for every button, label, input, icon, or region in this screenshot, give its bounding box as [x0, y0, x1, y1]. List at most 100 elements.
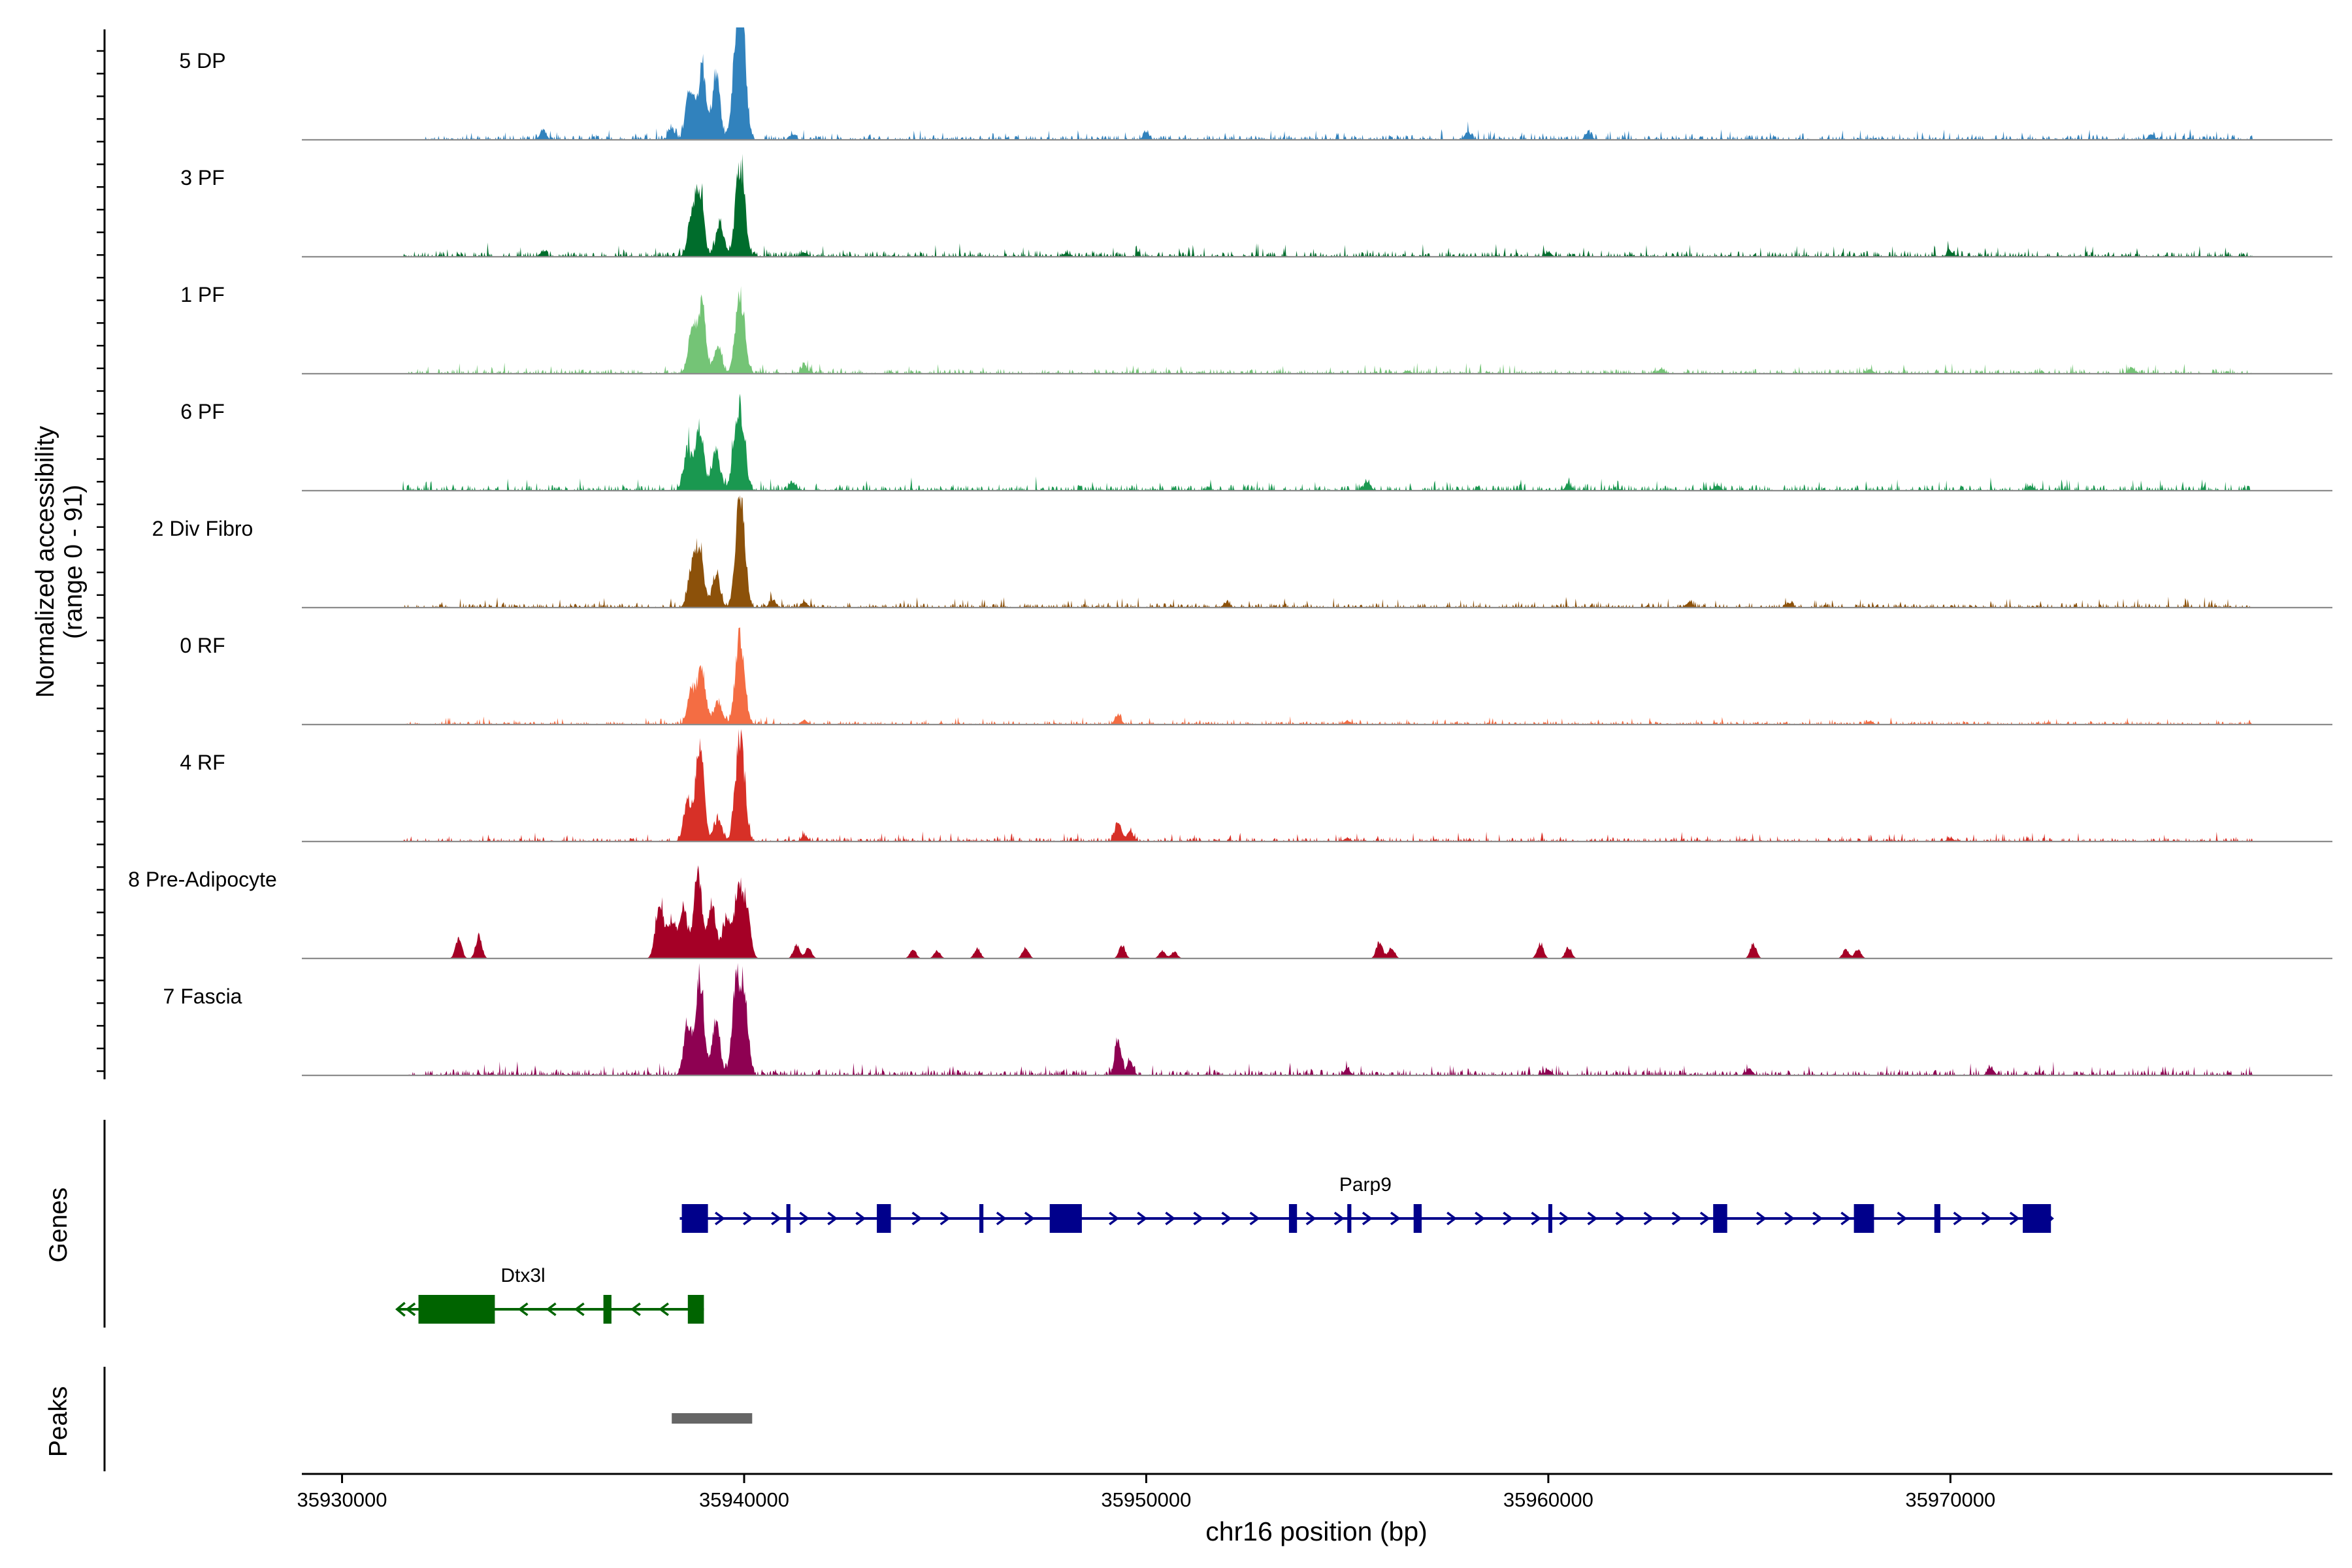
- strand-arrow: [996, 1211, 1007, 1226]
- gene-exon: [1347, 1204, 1352, 1233]
- strand-arrow: [855, 1211, 866, 1226]
- strand-arrow: [1897, 1211, 1908, 1226]
- coverage-area: [302, 963, 2332, 1075]
- strand-arrow: [1587, 1211, 1598, 1226]
- track-label: 7 Fascia: [163, 985, 242, 1008]
- strand-arrow: [405, 1302, 416, 1316]
- track-label: 1 PF: [180, 283, 225, 306]
- x-tick-label: 35950000: [1101, 1488, 1191, 1511]
- coverage-area: [302, 495, 2332, 608]
- strand-arrow: [1137, 1211, 1148, 1226]
- coverage-track: 5 DP: [179, 27, 2332, 141]
- coverage-area: [302, 286, 2332, 374]
- track-label: 4 RF: [180, 751, 225, 774]
- x-tick-label: 35970000: [1905, 1488, 1995, 1511]
- strand-arrow: [1109, 1211, 1120, 1226]
- gene-label: Parp9: [1339, 1174, 1392, 1196]
- gene-exon: [1413, 1204, 1422, 1233]
- strand-arrow: [1503, 1211, 1514, 1226]
- strand-arrow: [1446, 1211, 1458, 1226]
- track-label: 2 Div Fibro: [152, 517, 253, 540]
- strand-arrow: [799, 1211, 810, 1226]
- gene-exon: [877, 1204, 891, 1233]
- strand-arrow: [630, 1302, 641, 1316]
- x-tick-label: 35940000: [699, 1488, 789, 1511]
- coverage-area: [302, 27, 2332, 140]
- track-label: 3 PF: [180, 166, 225, 189]
- strand-arrow: [1024, 1211, 1035, 1226]
- strand-arrow: [1531, 1211, 1542, 1226]
- gene-exon: [1548, 1204, 1552, 1233]
- gene-exon: [687, 1295, 704, 1324]
- coverage-track: 7 Fascia: [163, 963, 2332, 1077]
- coverage-track: 8 Pre-Adipocyte: [128, 865, 2332, 960]
- strand-arrow: [1305, 1211, 1316, 1226]
- strand-arrow: [1559, 1211, 1570, 1226]
- strand-arrow: [2009, 1211, 2020, 1226]
- strand-arrow: [1362, 1211, 1373, 1226]
- strand-arrow: [939, 1211, 951, 1226]
- strand-arrow: [911, 1211, 923, 1226]
- y-axis-subtitle: (range 0 - 91): [59, 485, 88, 639]
- coverage-track: 3 PF: [180, 154, 2332, 258]
- track-label: 6 PF: [180, 400, 225, 423]
- strand-arrow: [715, 1211, 725, 1226]
- gene-exon: [786, 1204, 791, 1233]
- strand-arrow: [1812, 1211, 1823, 1226]
- strand-arrow: [771, 1211, 782, 1226]
- strand-arrow: [1953, 1211, 1964, 1226]
- gene-exon: [979, 1204, 984, 1233]
- strand-arrow: [827, 1211, 838, 1226]
- strand-arrow: [1756, 1211, 1767, 1226]
- strand-arrow: [1475, 1211, 1486, 1226]
- strand-arrow: [743, 1211, 754, 1226]
- gene-exon: [1049, 1204, 1082, 1233]
- track-label: 0 RF: [180, 634, 225, 657]
- coverage-tracks: 5 DP 3 PF 1 PF 6 PF 2 Div Fibro 0 RF 4 RF 8 Pre…: [128, 27, 2332, 1077]
- strand-arrow: [1615, 1211, 1626, 1226]
- strand-arrow: [1840, 1211, 1852, 1226]
- coverage-track: 2 Div Fibro: [152, 495, 2332, 609]
- strand-arrow: [574, 1302, 585, 1316]
- y-axis: [97, 29, 106, 1471]
- strand-arrow: [658, 1302, 669, 1316]
- x-tick-label: 35930000: [297, 1488, 387, 1511]
- y-axis-title: Normalized accessibility: [31, 425, 59, 698]
- coverage-area: [302, 865, 2332, 958]
- gene-exon: [2023, 1204, 2051, 1233]
- genes-track: Parp9 Dtx3l: [395, 1174, 2054, 1324]
- coverage-area: [302, 154, 2332, 257]
- peaks-track: [672, 1413, 753, 1424]
- gene-model: Parp9: [679, 1174, 2054, 1233]
- gene-exon: [1288, 1204, 1298, 1233]
- strand-arrow: [1671, 1211, 1682, 1226]
- coverage-area: [302, 393, 2332, 491]
- strand-arrow: [1249, 1211, 1260, 1226]
- strand-arrow: [1981, 1211, 1992, 1226]
- genes-axis-title: Genes: [44, 1188, 73, 1263]
- gene-exon: [1934, 1204, 1940, 1233]
- track-label: 5 DP: [179, 49, 225, 73]
- coverage-area: [302, 729, 2332, 841]
- gene-exon: [1713, 1204, 1727, 1233]
- strand-arrow: [1643, 1211, 1654, 1226]
- track-label: 8 Pre-Adipocyte: [128, 868, 277, 891]
- coverage-track: 6 PF: [180, 393, 2332, 492]
- strand-arrow: [1784, 1211, 1795, 1226]
- coverage-track: 0 RF: [180, 627, 2332, 726]
- gene-exon: [418, 1295, 495, 1324]
- x-axis: 35930000 35940000 35950000 35960000 35970000: [297, 1473, 2332, 1511]
- coverage-area: [302, 627, 2332, 725]
- strand-arrow: [1165, 1211, 1176, 1226]
- strand-arrow: [1221, 1211, 1232, 1226]
- strand-arrow: [546, 1302, 557, 1316]
- coverage-track: 1 PF: [180, 283, 2332, 375]
- strand-arrow: [395, 1301, 406, 1317]
- coverage-track: 4 RF: [180, 729, 2332, 843]
- x-tick-label: 35960000: [1503, 1488, 1593, 1511]
- x-axis-title: chr16 position (bp): [1205, 1516, 1428, 1546]
- gene-label: Dtx3l: [500, 1265, 545, 1286]
- strand-arrow: [1390, 1211, 1401, 1226]
- gene-exon: [1854, 1204, 1874, 1233]
